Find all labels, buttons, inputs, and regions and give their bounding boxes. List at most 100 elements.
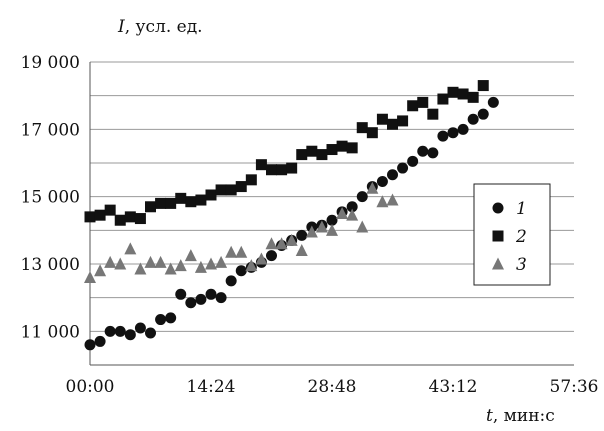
series-1-point-18	[266, 250, 277, 262]
x-axis-title: t, мин:с	[486, 406, 555, 426]
series-1-point-31	[397, 162, 409, 174]
x-tick-label-3: 43:12	[429, 377, 478, 397]
series-2-point-22	[306, 145, 318, 157]
series-3-point-15	[235, 245, 248, 258]
series-3-point-20	[285, 233, 298, 246]
data-points	[84, 80, 499, 351]
series-2-point-2	[104, 204, 116, 216]
series-1-point-13	[215, 292, 227, 304]
series-3-point-6	[144, 255, 157, 268]
series-3-point-0	[84, 270, 96, 283]
x-tick-label-1: 14:24	[187, 377, 236, 397]
series-2-point-10	[185, 196, 197, 208]
series-1-point-35	[437, 130, 449, 142]
series-2-point-33	[417, 96, 429, 108]
y-tick-labels: 11 000 13 000 15 000 17 000 19 000	[21, 53, 80, 342]
series-1-point-27	[356, 191, 368, 203]
series-3-point-21	[295, 244, 308, 257]
series-1-point-29	[376, 176, 388, 188]
series-1-point-37	[457, 123, 469, 135]
series-2-point-0	[84, 211, 96, 223]
series-2-point-28	[366, 127, 378, 139]
series-2-point-7	[155, 197, 167, 209]
y-axis-unit: , усл. ед.	[125, 17, 203, 37]
series-2-point-9	[175, 192, 187, 204]
series-1-point-7	[155, 314, 167, 326]
y-axis-title: I, усл. ед.	[117, 17, 203, 37]
series-1-point-1	[94, 335, 106, 347]
series-3-point-16	[245, 259, 258, 272]
series-3-point-11	[194, 260, 207, 273]
series-1-point-21	[296, 229, 308, 241]
series-2-point-14	[225, 184, 237, 196]
series-1-point-30	[387, 169, 398, 181]
legend: 1 2 3	[473, 183, 551, 286]
legend-marker-1	[492, 202, 504, 214]
series-3-point-17	[255, 252, 268, 265]
series-1-point-24	[326, 214, 338, 226]
series-3-point-26	[346, 208, 359, 221]
series-1-point-11	[195, 293, 207, 305]
series-3-point-10	[184, 249, 197, 262]
series-3-point-23	[315, 220, 328, 233]
series-3-point-7	[154, 255, 167, 268]
legend-label-3: 3	[516, 255, 527, 275]
series-1-point-15	[235, 265, 247, 277]
series-2-point-25	[336, 140, 348, 152]
series-1-point-2	[104, 325, 116, 337]
series-3-point-19	[275, 237, 288, 250]
series-2-point-34	[427, 108, 439, 120]
series-1-point-8	[165, 312, 177, 324]
series-3-point-5	[134, 262, 147, 275]
series-2-point-32	[407, 100, 419, 112]
legend-label-2: 2	[515, 227, 527, 247]
series-1-point-32	[407, 155, 419, 167]
y-axis-symbol: I	[117, 17, 125, 37]
legend-items: 1 2 3	[492, 199, 527, 275]
series-2-point-23	[316, 149, 328, 161]
series-1-point-36	[447, 127, 459, 139]
series-1-point-12	[205, 288, 217, 300]
series-2-point-18	[266, 164, 277, 176]
series-3-point-13	[215, 255, 228, 268]
series-1-point-0	[84, 339, 96, 351]
series-1	[84, 96, 499, 351]
series-1-point-39	[477, 108, 489, 120]
series-2-point-6	[145, 201, 156, 213]
x-tick-labels: 00:00 14:24 28:48 43:12 57:36	[66, 377, 599, 397]
series-1-point-6	[145, 327, 156, 339]
series-2-point-8	[165, 197, 177, 209]
legend-label-1: 1	[516, 199, 527, 219]
series-2-point-36	[447, 86, 459, 98]
x-tick-label-0: 00:00	[66, 377, 115, 397]
series-2-point-39	[477, 80, 489, 92]
series-2-point-31	[397, 115, 409, 127]
y-tick-label-4: 19 000	[21, 53, 80, 73]
series-3-point-4	[124, 242, 137, 255]
series-1-point-9	[175, 288, 187, 300]
series-3-point-28	[366, 181, 379, 194]
y-tick-label-3: 17 000	[21, 120, 80, 140]
series-1-point-5	[134, 322, 146, 334]
series-3	[84, 181, 399, 283]
series-2-point-27	[356, 122, 368, 134]
series-2-point-35	[437, 93, 449, 105]
series-1-point-10	[185, 297, 197, 309]
series-2-point-4	[124, 211, 136, 223]
legend-box	[473, 183, 551, 286]
series-1-point-33	[417, 145, 429, 157]
series-2-point-29	[376, 113, 388, 125]
series-2-point-37	[457, 88, 469, 100]
series-1-point-3	[114, 325, 126, 337]
series-2-point-19	[276, 164, 288, 176]
series-2-point-20	[286, 162, 298, 174]
series-3-point-25	[336, 207, 349, 219]
series-1-point-26	[346, 201, 358, 213]
series-3-point-18	[265, 237, 278, 250]
series-1-point-4	[124, 329, 136, 341]
series-3-point-22	[305, 225, 318, 238]
series-2	[84, 80, 489, 226]
series-3-point-9	[174, 259, 187, 272]
series-3-point-24	[326, 223, 338, 236]
series-3-point-2	[104, 255, 117, 268]
